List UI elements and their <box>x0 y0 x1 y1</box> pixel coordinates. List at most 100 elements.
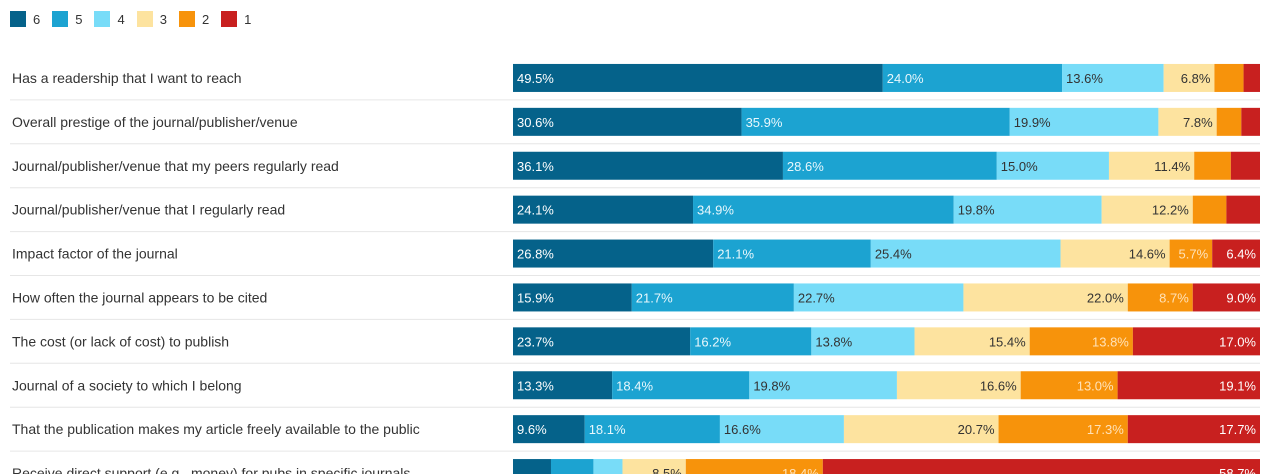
bar-segment-4 <box>593 459 623 474</box>
bar-segment-6 <box>513 151 783 180</box>
bar-segment-2 <box>1127 283 1193 312</box>
category-label: That the publication makes my article fr… <box>12 421 420 437</box>
bar-segment-3 <box>843 415 999 444</box>
bar-segment-3 <box>963 283 1128 312</box>
bar-segment-6 <box>513 107 742 136</box>
bar-segment-5 <box>612 371 750 400</box>
bar-segment-1 <box>1212 239 1260 268</box>
data-label: 23.7% <box>517 334 554 349</box>
bar-segment-2 <box>1029 327 1133 356</box>
bar-segment-2 <box>998 415 1128 444</box>
bar-segment-4 <box>749 371 897 400</box>
bar-segment-1 <box>1132 327 1260 356</box>
bar-segment-6 <box>513 195 694 224</box>
data-label: 14.6% <box>1129 247 1166 262</box>
bar-segment-3 <box>1158 107 1217 136</box>
data-label: 7.8% <box>1183 115 1213 130</box>
data-label: 21.1% <box>717 247 754 262</box>
legend-item-3: 3 <box>136 11 167 27</box>
data-label: 18.4% <box>782 466 819 474</box>
bar-segment-6 <box>513 327 691 356</box>
data-label: 58.7% <box>1219 466 1256 474</box>
bar-segment-5 <box>693 195 954 224</box>
data-label: 19.8% <box>753 378 790 393</box>
data-label: 22.7% <box>798 290 835 305</box>
legend-label-1: 1 <box>244 11 252 27</box>
data-label: 6.4% <box>1226 247 1256 262</box>
data-label: 35.9% <box>746 115 783 130</box>
data-label: 16.2% <box>694 334 731 349</box>
bar-segment-6 <box>513 239 714 268</box>
bar-segment-1 <box>1243 63 1260 92</box>
bar-segment-4 <box>719 415 844 444</box>
data-label: 17.7% <box>1219 422 1256 437</box>
bar-segment-6 <box>513 459 551 474</box>
bar-segment-3 <box>1060 239 1170 268</box>
legend-item-4: 4 <box>94 11 125 27</box>
legend-label-4: 4 <box>117 11 125 27</box>
category-label: Overall prestige of the journal/publishe… <box>12 114 298 130</box>
bar-segment-6 <box>513 63 883 92</box>
category-label: Receive direct support (e.g., money) for… <box>12 465 410 474</box>
legend-label-5: 5 <box>75 11 83 27</box>
legend-swatch-2 <box>178 11 195 27</box>
data-label: 11.4% <box>1154 159 1190 174</box>
bar-segment-2 <box>1169 239 1213 268</box>
bar-segment-4 <box>1009 107 1159 136</box>
bar-segment-4 <box>870 239 1061 268</box>
category-label: Impact factor of the journal <box>12 246 178 262</box>
category-label: Journal/publisher/venue that my peers re… <box>12 158 339 174</box>
data-label: 16.6% <box>980 378 1017 393</box>
bar-segment-1 <box>1230 151 1260 180</box>
legend-item-1: 1 <box>221 11 251 27</box>
data-label: 36.1% <box>517 159 554 174</box>
data-label: 15.9% <box>517 290 554 305</box>
legend-label-3: 3 <box>159 11 167 27</box>
bar-segment-3 <box>896 371 1021 400</box>
category-label: Has a readership that I want to reach <box>12 70 242 86</box>
bar-segment-4 <box>811 327 915 356</box>
bar-segment-3 <box>1108 151 1195 180</box>
data-label: 26.8% <box>517 247 554 262</box>
data-label: 15.0% <box>1001 159 1038 174</box>
data-label: 9.6% <box>517 422 547 437</box>
data-label: 34.9% <box>697 203 734 218</box>
legend-label-6: 6 <box>33 11 41 27</box>
data-label: 8.7% <box>1159 290 1189 305</box>
data-label: 30.6% <box>517 115 554 130</box>
bar-segment-3 <box>1101 195 1193 224</box>
legend-swatch-6 <box>10 11 26 27</box>
bar-segment-5 <box>631 283 794 312</box>
data-label: 16.6% <box>724 422 761 437</box>
data-label: 18.1% <box>589 422 626 437</box>
bar-segment-5 <box>690 327 812 356</box>
data-label: 21.7% <box>636 290 673 305</box>
data-label: 17.0% <box>1219 334 1256 349</box>
bar-segment-5 <box>882 63 1063 92</box>
data-label: 13.8% <box>1092 334 1129 349</box>
legend-item-6: 6 <box>10 11 40 27</box>
data-label: 18.4% <box>616 378 653 393</box>
bar-segment-1 <box>822 459 1260 474</box>
bar-segment-1 <box>1192 283 1260 312</box>
data-label: 22.0% <box>1087 290 1124 305</box>
bar-segment-2 <box>1216 107 1242 136</box>
data-label: 15.4% <box>989 334 1026 349</box>
data-label: 13.8% <box>815 334 852 349</box>
legend-label-2: 2 <box>201 11 210 27</box>
category-label: How often the journal appears to be cite… <box>12 289 267 305</box>
bar-segment-1 <box>1241 107 1260 136</box>
bar-segment-4 <box>1062 63 1164 92</box>
data-label: 5.7% <box>1179 247 1209 262</box>
bar-segment-2 <box>1194 151 1231 180</box>
data-label: 13.0% <box>1077 378 1114 393</box>
bar-segment-2 <box>685 459 823 474</box>
data-label: 28.6% <box>787 159 824 174</box>
data-label: 19.8% <box>958 203 995 218</box>
category-label: The cost (or lack of cost) to publish <box>12 333 229 349</box>
bar-segment-3 <box>622 459 686 474</box>
legend-item-5: 5 <box>52 11 82 27</box>
bar-segment-4 <box>996 151 1109 180</box>
data-label: 19.9% <box>1014 115 1051 130</box>
